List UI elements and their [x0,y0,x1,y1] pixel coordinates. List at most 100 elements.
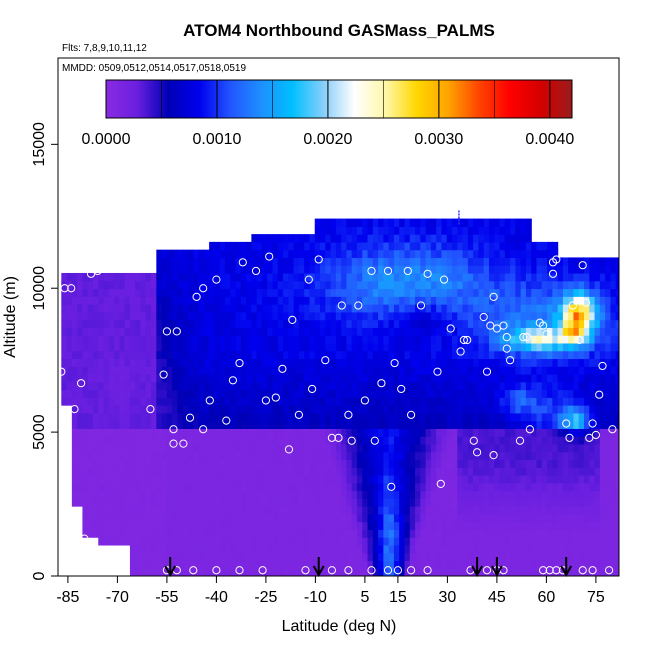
heatmap-cell [457,358,464,367]
heatmap-cell [536,405,543,414]
heatmap-cell [351,381,358,391]
heatmap-cell [156,467,163,476]
heatmap-cell [209,342,216,352]
heatmap-cell [246,513,252,523]
heatmap-cell [346,443,353,453]
heatmap-cell [166,544,173,554]
heatmap-cell [330,226,337,235]
x-tick-label: -40 [205,589,228,606]
heatmap-cell [378,249,384,259]
heatmap-cell [446,397,453,406]
sample-point [189,566,198,575]
heatmap-cell [562,366,569,375]
heatmap-cell [61,342,68,352]
heatmap-cell [161,482,168,492]
heatmap-cell [261,234,268,243]
heatmap-cell [230,490,237,499]
heatmap-cell [166,257,173,266]
heatmap-cell [92,428,99,437]
heatmap-cell [256,405,263,414]
heatmap-cell [182,521,189,530]
heatmap-cell [478,498,485,507]
heatmap-cell [71,342,78,352]
heatmap-cell [71,490,78,499]
heatmap-cell [462,560,469,569]
heatmap-cell [457,249,464,259]
heatmap-cell [108,490,115,499]
heatmap-cell [404,537,411,546]
heatmap-cell [77,296,84,305]
sample-point [327,433,336,442]
heatmap-cell [98,327,105,336]
heatmap-cell [288,513,295,523]
heatmap-cell [515,327,522,336]
heatmap-cell [525,560,532,569]
heatmap-cell [214,405,221,414]
sample-point [212,566,221,575]
heatmap-cell [615,537,619,546]
heatmap-cell [177,265,184,274]
heatmap-cell [388,257,395,266]
heatmap-cell [71,459,78,468]
heatmap-cell [98,389,105,398]
heatmap-cell [346,249,353,259]
heatmap-cell [599,381,606,391]
heatmap-cell [483,428,490,437]
heatmap-cell [589,529,596,538]
heatmap-cell [214,304,221,313]
heatmap-cell [599,304,606,313]
heatmap-cell [552,350,559,360]
heatmap-cell [145,420,152,429]
heatmap-cell [309,537,316,546]
heatmap-cell [235,537,242,546]
heatmap-cell [166,272,173,282]
heatmap-cell [161,498,168,507]
heatmap-cell [330,358,337,367]
heatmap-cell [177,498,184,507]
heatmap-cell [420,560,427,569]
heatmap-cell [557,428,564,437]
heatmap-cell [552,490,559,499]
heatmap-cell [562,482,569,492]
heatmap-cell [515,397,522,406]
heatmap-cell [325,428,332,437]
heatmap-cell [66,350,73,360]
heatmap-cell [124,381,131,391]
heatmap-cell [330,381,337,391]
sample-point [519,333,528,342]
heatmap-cell [578,451,585,461]
heatmap-cell [140,311,147,321]
heatmap-cell [346,436,353,445]
heatmap-cell [172,412,179,422]
heatmap-cell [504,451,511,461]
heatmap-cell [594,428,601,437]
heatmap-cell [330,327,337,336]
heatmap-cell [188,537,194,546]
heatmap-cell [256,373,263,383]
heatmap-cell [314,560,321,569]
heatmap-cell [525,420,532,429]
heatmap-cell [256,482,263,492]
heatmap-cell [378,451,384,461]
heatmap-cell [283,241,289,251]
heatmap-cell [71,288,78,297]
heatmap-cell [293,265,300,274]
heatmap-cell [378,506,384,515]
heatmap-cell [71,373,78,383]
heatmap-cell [536,568,543,576]
heatmap-cell [531,366,538,375]
heatmap-cell [277,467,284,476]
heatmap-cell [314,412,321,422]
sample-point [440,275,449,284]
heatmap-cell [510,280,516,290]
heatmap-cell [92,311,99,321]
heatmap-cell [103,327,110,336]
heatmap-cell [235,381,242,391]
sample-point [93,266,102,276]
heatmap-cell [388,241,395,251]
heatmap-cell [330,311,337,321]
heatmap-cell [346,506,353,515]
heatmap-cell [298,350,305,360]
heatmap-cell [520,474,527,484]
sample-point [423,566,432,575]
